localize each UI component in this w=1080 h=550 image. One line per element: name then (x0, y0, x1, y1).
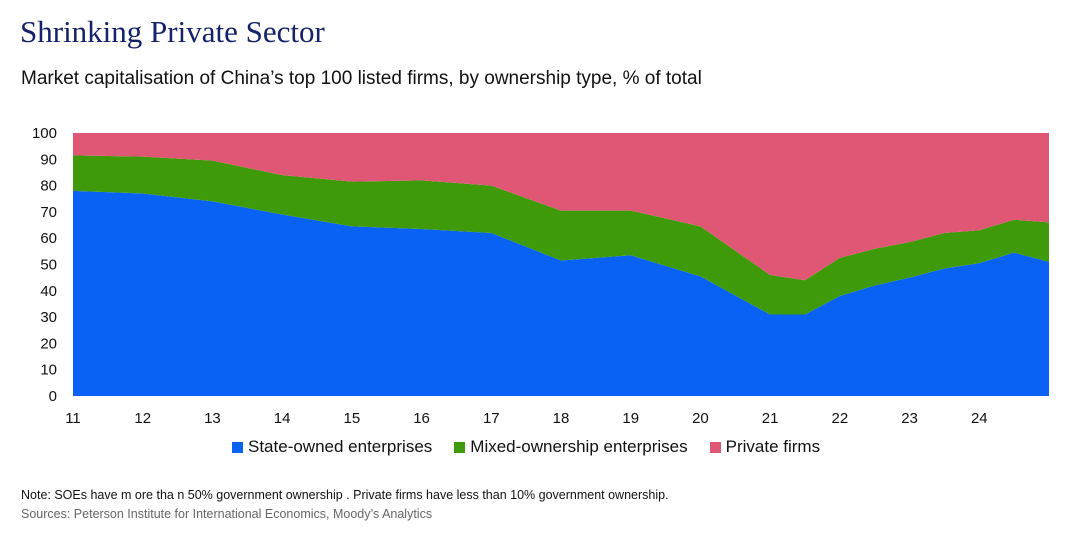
area-private (73, 133, 1049, 281)
y-tick-label: 0 (49, 388, 57, 405)
legend-item-private: Private firms (709, 437, 821, 457)
legend-label-soe: State-owned enterprises (248, 437, 433, 456)
x-tick-label: 13 (204, 410, 221, 427)
legend-item-soe: State-owned enterprises (232, 437, 432, 457)
y-tick-label: 70 (40, 204, 57, 221)
footnote: Note: SOEs have m ore tha n 50% governme… (21, 488, 669, 502)
legend-swatch-soe (232, 441, 243, 453)
x-tick-label: 16 (413, 410, 430, 427)
chart-title: Shrinking Private Sector (20, 14, 325, 49)
x-tick-label: 17 (483, 410, 500, 427)
x-tick-label: 20 (692, 410, 709, 427)
legend-swatch-mixed (454, 441, 466, 453)
x-tick-label: 15 (344, 410, 361, 427)
x-tick-label: 18 (553, 410, 570, 427)
legend-label-private: Private firms (725, 437, 821, 456)
y-tick-label: 50 (40, 257, 57, 274)
y-tick-label: 40 (40, 283, 57, 300)
x-tick-label: 14 (274, 410, 291, 427)
area-soe (73, 190, 1049, 396)
y-tick-label: 20 (40, 335, 57, 352)
y-tick-label: 10 (40, 362, 57, 379)
x-tick-label: 23 (901, 410, 918, 427)
y-tick-label: 100 (32, 125, 57, 142)
y-tick-label: 90 (40, 151, 57, 168)
y-tick-label: 30 (40, 309, 57, 326)
area-mixed (73, 155, 1049, 315)
y-tick-label: 80 (40, 178, 57, 195)
x-tick-label: 24 (971, 410, 988, 427)
x-tick-label: 12 (134, 410, 151, 427)
x-tick-label: 19 (622, 410, 639, 427)
x-tick-label: 22 (832, 410, 849, 427)
chart-legend: State-owned enterprises Mixed-ownership … (232, 437, 842, 457)
legend-item-mixed: Mixed-ownership enterprises (454, 437, 688, 457)
legend-label-mixed: Mixed-ownership enterprises (470, 437, 688, 456)
x-tick-label: 21 (762, 410, 779, 427)
legend-swatch-private (709, 441, 721, 453)
y-tick-label: 60 (40, 230, 57, 247)
source-note: Sources: Peterson Institute for Internat… (21, 507, 433, 521)
x-tick-label: 11 (65, 410, 81, 427)
chart-subtitle: Market capitalisation of China’s top 100… (21, 68, 702, 89)
